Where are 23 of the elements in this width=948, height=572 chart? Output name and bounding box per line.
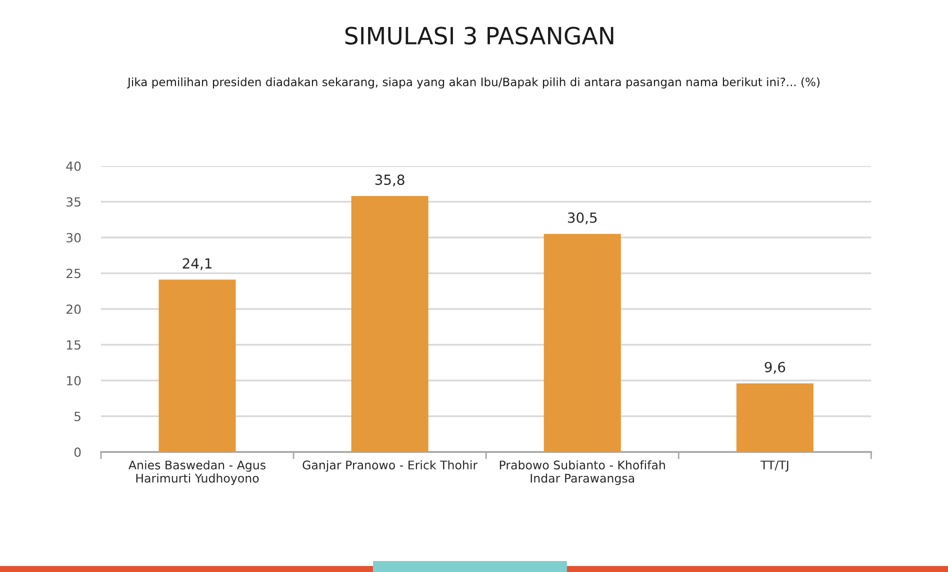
y-tick-label: 20 — [66, 304, 81, 314]
data-label: 9,6 — [764, 362, 786, 374]
y-tick-label: 35 — [66, 197, 80, 207]
bar — [351, 196, 428, 452]
bar — [736, 383, 814, 452]
data-label: 24,1 — [182, 258, 212, 270]
bar — [544, 234, 621, 452]
y-tick-label: 15 — [66, 340, 80, 350]
y-tick-label: 5 — [74, 412, 80, 422]
x-tick-label: Ganjar Pranowo - Erick Thohir — [302, 460, 478, 472]
chart-title: SIMULASI 3 PASANGAN — [345, 26, 614, 45]
bar — [158, 280, 236, 452]
y-tick-label: 0 — [74, 447, 81, 457]
x-tick-label: Anies Baswedan - Agus Harimurti Yudhoyono — [128, 460, 266, 485]
y-tick-label: 30 — [66, 232, 81, 242]
x-tick-label: TT/TJ — [760, 460, 788, 472]
x-tick-label: Prabowo Subianto - Khofifah Indar Parawangsa — [500, 460, 665, 485]
y-tick-label: 10 — [66, 376, 81, 386]
data-label: 35,8 — [375, 174, 404, 186]
chart-subtitle: Jika pemilihan presiden diadakan sekarang, siapa yang akan Ibu/Bapak pilih di antara pasangan nama berikut ini?... (%) — [126, 77, 820, 89]
y-tick-label: 40 — [66, 161, 81, 171]
y-tick-label: 25 — [66, 268, 80, 278]
data-label: 30,5 — [568, 212, 597, 224]
